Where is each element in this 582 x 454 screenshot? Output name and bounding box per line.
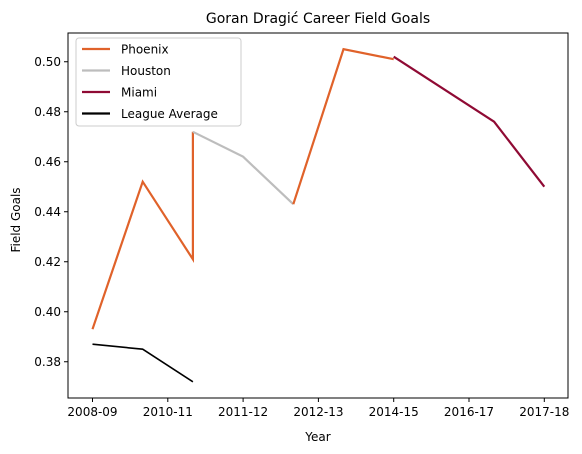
y-tick-label: 0.44 — [34, 205, 61, 219]
y-tick-label: 0.38 — [34, 355, 61, 369]
x-tick-label: 2011-12 — [218, 405, 268, 419]
legend-label: Houston — [121, 64, 171, 78]
x-tick-label: 2017-18 — [519, 405, 569, 419]
y-tick-label: 0.40 — [34, 305, 61, 319]
x-tick-label: 2016-17 — [444, 405, 494, 419]
chart-title: Goran Dragić Career Field Goals — [206, 11, 430, 27]
series-line-miami — [393, 55, 546, 188]
legend-box — [75, 37, 242, 127]
legend-label: Miami — [121, 86, 157, 100]
x-tick-label: 2014-15 — [369, 405, 419, 419]
x-tick-label: 2008-09 — [67, 405, 117, 419]
series-line-phoenix — [91, 131, 194, 330]
y-tick-label: 0.50 — [34, 55, 61, 69]
x-tick-label: 2010-11 — [143, 405, 193, 419]
legend-label: League Average — [121, 107, 218, 121]
series-line-league-average — [92, 343, 194, 383]
y-tick-label: 0.42 — [34, 255, 61, 269]
series-line-phoenix — [292, 47, 394, 205]
y-tick-label: 0.46 — [34, 155, 61, 169]
x-axis-label: Year — [304, 430, 330, 444]
series-line-houston — [192, 130, 295, 205]
legend: Phoenix Houston Miami League Average — [75, 37, 242, 127]
x-tick-label: 2012-13 — [293, 405, 343, 419]
series-layer — [91, 47, 546, 383]
axes-layer: 2008-09 2010-11 2011-12 2012-13 2014-15 2016-… — [34, 32, 569, 419]
y-axis-label: Field Goals — [9, 187, 23, 252]
legend-label: Phoenix — [121, 43, 169, 57]
y-tick-label: 0.48 — [34, 105, 61, 119]
